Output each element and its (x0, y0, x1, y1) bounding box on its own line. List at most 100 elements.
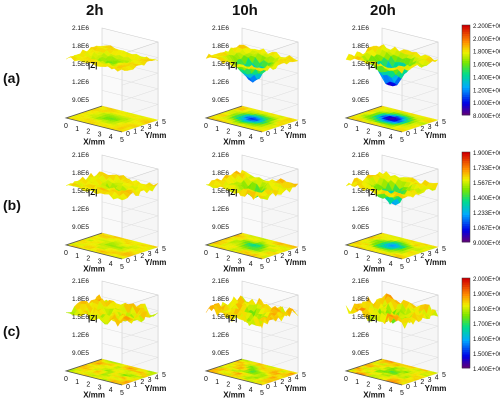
colorbar-segment (462, 174, 470, 178)
z-tick-label: 1.8E6 (352, 170, 369, 177)
colorbar-segment (462, 108, 470, 111)
grid-line (101, 296, 159, 311)
x-axis-label: X/mm (363, 390, 385, 399)
colorbar-tick-label: 1.400E+06 (473, 367, 500, 373)
colorbar-segment (462, 343, 470, 346)
y-tick-label: 5 (442, 119, 446, 126)
colorbar-segment (462, 106, 470, 109)
z-tick-label: 2.1E6 (212, 278, 229, 285)
y-tick-label: 2 (420, 126, 424, 133)
grid-line (261, 72, 299, 86)
colorbar-segment (462, 221, 470, 225)
z-tick-label: 9.0E5 (72, 97, 89, 104)
colorbar-segment (462, 90, 470, 93)
y-tick-label: 2 (140, 253, 144, 260)
x-axis-label: X/mm (223, 264, 245, 273)
colorbar-segment (462, 38, 470, 42)
x-tick-label: 4 (389, 387, 393, 394)
colorbar-segment (462, 332, 470, 335)
colorbar-segment (462, 316, 470, 319)
colorbar-segment (462, 336, 470, 340)
x-tick-label: 1 (75, 253, 79, 260)
z-tick-label: 9.0E5 (212, 224, 229, 231)
axis-line (344, 358, 403, 386)
colorbar-segment (462, 31, 470, 35)
colorbar-segment (462, 161, 470, 164)
grid-line (261, 199, 299, 213)
colorbar-segment (462, 170, 470, 173)
colorbar-segment (462, 56, 470, 60)
y-tick-label: 3 (288, 377, 292, 384)
grid-line (101, 217, 159, 232)
colorbar-segment (462, 70, 470, 73)
colorbar-segment (462, 52, 470, 55)
colorbar-tick-label: 1.233E+06 (473, 211, 500, 217)
colorbar-segment (462, 329, 470, 333)
y-tick-label: 4 (295, 248, 299, 255)
y-axis-label: Y/mm (425, 384, 447, 393)
y-tick-label: 0 (126, 258, 130, 265)
z-tick-label: 9.0E5 (72, 350, 89, 357)
axis-line (204, 105, 263, 133)
colorbar-segment (462, 311, 470, 315)
colorbar-segment (462, 235, 470, 238)
x-tick-label: 0 (344, 123, 348, 130)
axis-line (64, 232, 123, 260)
y-tick-label: 1 (273, 382, 277, 389)
axis-line (344, 105, 403, 133)
z-tick-label: 9.0E5 (352, 224, 369, 231)
colorbar-segment (462, 192, 470, 196)
colorbar-segment (462, 206, 470, 209)
colorbar-segment (462, 347, 470, 351)
grid-line (241, 343, 299, 358)
grid-line (381, 201, 439, 217)
x-tick-label: 4 (109, 261, 113, 268)
colorbar-segment (462, 163, 470, 166)
colorbar-segment (462, 203, 470, 207)
colorbar-segment (462, 167, 470, 171)
column-header-10h: 10h (232, 2, 258, 19)
y-tick-label: 0 (406, 258, 410, 265)
z-tick-label: 1.5E6 (72, 314, 89, 321)
y-tick-label: 2 (140, 126, 144, 133)
x-tick-label: 5 (120, 390, 124, 397)
x-tick-label: 0 (204, 123, 208, 130)
colorbar-segment (462, 201, 470, 205)
y-tick-label: 1 (133, 382, 137, 389)
colorbar-segment (462, 210, 470, 214)
colorbar-segment (462, 296, 470, 299)
z-tick-label: 9.0E5 (72, 224, 89, 231)
y-tick-label: 5 (442, 372, 446, 379)
y-tick-label: 0 (406, 384, 410, 391)
colorbar-segment (462, 291, 470, 295)
z-tick-label: 1.5E6 (352, 188, 369, 195)
y-tick-label: 0 (266, 131, 270, 138)
y-tick-label: 5 (302, 372, 306, 379)
y-axis-label: Y/mm (145, 384, 167, 393)
grid-line (401, 341, 439, 355)
y-tick-label: 2 (280, 253, 284, 260)
grid-line (261, 325, 299, 339)
x-tick-label: 5 (120, 264, 124, 271)
colorbar-segment (462, 350, 470, 353)
z-tick-label: 1.2E6 (212, 79, 229, 86)
colorbar-tick-label: 2.000E+06 (473, 277, 500, 283)
surface-panel-b-20h (344, 154, 439, 260)
colorbar-segment (462, 307, 470, 310)
colorbar-segment (462, 183, 470, 187)
colorbar-tick-label: 1.200E+06 (473, 88, 500, 94)
colorbar-segment (462, 158, 470, 162)
z-axis-label: |Z| (228, 188, 237, 197)
colorbar-tick-label: 1.400E+06 (473, 196, 500, 202)
x-tick-label: 2 (366, 129, 370, 136)
y-tick-label: 5 (162, 372, 166, 379)
colorbar-tick-label: 1.733E+06 (473, 166, 500, 172)
y-tick-label: 3 (148, 377, 152, 384)
colorbar-segment (462, 197, 470, 200)
colorbar-frame (461, 151, 471, 243)
surface-panel-c-10h (204, 280, 299, 386)
y-tick-label: 5 (302, 119, 306, 126)
grid-line (121, 199, 159, 213)
grid-line (241, 327, 299, 343)
x-tick-label: 0 (204, 250, 208, 257)
